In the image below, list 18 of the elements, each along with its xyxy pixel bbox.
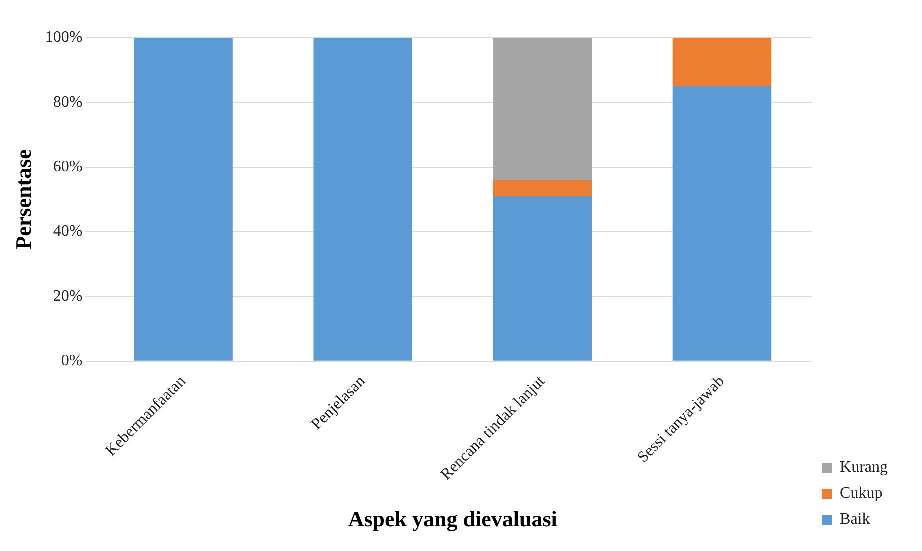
legend-label: Kurang [840,459,888,476]
legend-label: Cukup [840,485,883,502]
bar [493,196,592,361]
bar [493,38,592,180]
y-tick-label: 40% [53,223,83,240]
y-axis-title: Persentase [10,149,36,250]
y-tick-label: 100% [45,29,83,46]
bar [672,38,772,87]
x-axis-title: Aspek yang dievaluasi [348,506,558,532]
bar [314,38,412,361]
y-tick-label: 20% [53,288,83,305]
bar [672,86,772,361]
y-tick-label: 0% [61,352,83,370]
bar [493,180,592,196]
bar [134,38,233,361]
y-tick-label: 60% [53,158,83,176]
y-tick-label: 80% [53,94,83,111]
legend-label: Baik [840,511,870,528]
